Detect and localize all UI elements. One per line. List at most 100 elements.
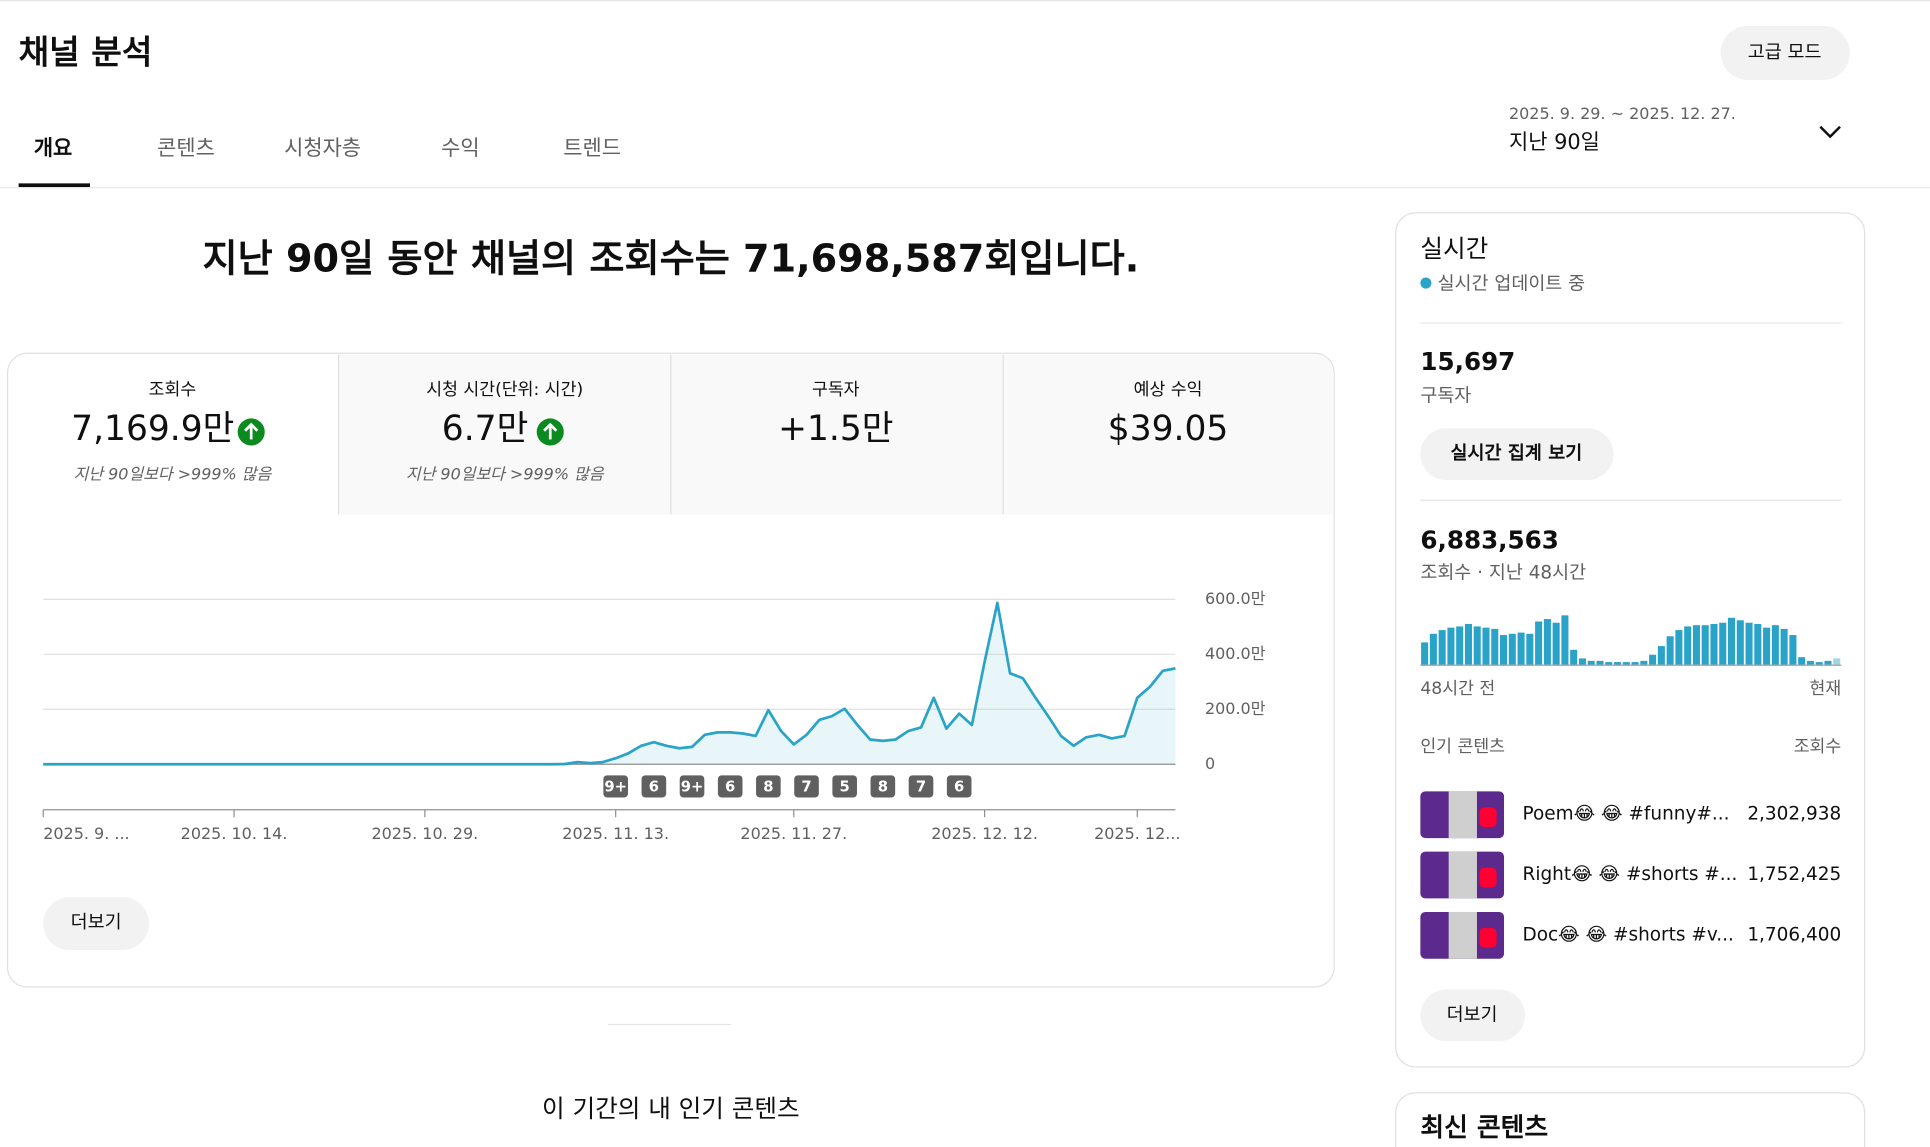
bar <box>1806 660 1814 665</box>
period-dropdown[interactable] <box>1819 125 1841 139</box>
bar <box>1456 626 1464 665</box>
metric-tiles-bg <box>338 354 1333 515</box>
x-tick-label: 2025. 10. 14. <box>181 824 288 843</box>
bar <box>1421 642 1429 665</box>
content-title: Right😂 😂 #shorts #... <box>1523 864 1738 885</box>
video-marker-label: 5 <box>840 779 850 796</box>
bar <box>1464 623 1472 665</box>
date-range: 2025. 9. 29. ~ 2025. 12. 27. <box>1509 104 1736 123</box>
video-marker <box>717 775 743 798</box>
bar <box>1500 635 1508 665</box>
tab[interactable]: 시청자층 <box>284 136 361 160</box>
metric-note: 지난 90일보다 >999% 많음 <box>74 465 273 484</box>
realtime-views-label: 조회수 · 지난 48시간 <box>1420 563 1586 584</box>
realtime-status: 실시간 업데이트 중 <box>1438 273 1586 294</box>
x-tick-label: 현재 <box>1810 679 1842 699</box>
thumbnail-frame <box>1448 851 1477 899</box>
bar <box>1710 623 1718 665</box>
metric-value: $39.05 <box>1108 409 1229 449</box>
bar <box>1543 619 1551 665</box>
bar <box>1552 622 1560 665</box>
video-marker <box>641 775 667 798</box>
views-chart: 0 200.0만 400.0만 600.0만 2025. 9. ... 2025. 10.… <box>42 589 1266 843</box>
content-title: Poem😂 😂 #funny#... <box>1523 804 1730 825</box>
video-marker <box>756 775 781 798</box>
video-marker-label: 9+ <box>681 779 704 796</box>
bar <box>1684 626 1692 665</box>
video-marker <box>908 775 934 798</box>
top-content-heading: 이 기간의 내 인기 콘텐츠 <box>542 1094 800 1123</box>
bar <box>1719 622 1727 665</box>
bar <box>1631 662 1639 665</box>
metric-label: 예상 수익 <box>1134 380 1203 400</box>
realtime-chart: 48시간 전 현재 <box>1420 615 1841 699</box>
bar <box>1824 660 1832 665</box>
tab[interactable]: 수익 <box>441 136 479 160</box>
latest-card <box>1395 1092 1866 1147</box>
headline: 지난 90일 동안 채널의 조회수는 71,698,587회입니다. <box>203 236 1140 280</box>
tab[interactable]: 트렌드 <box>563 136 621 160</box>
x-tick-label: 2025. 11. 13. <box>562 824 669 843</box>
bar <box>1447 627 1455 665</box>
bar <box>1578 658 1586 665</box>
bar <box>1701 625 1709 665</box>
x-tick-label: 2025. 9. ... <box>43 824 129 843</box>
realtime-button[interactable] <box>1420 428 1614 480</box>
advanced-mode-label: 고급 모드 <box>1748 42 1822 63</box>
y-tick-label: 400.0만 <box>1205 644 1266 663</box>
video-marker-label: 6 <box>725 779 735 796</box>
bar <box>1798 657 1806 665</box>
x-tick-label: 2025. 12... <box>1094 824 1180 843</box>
more-button[interactable] <box>43 897 150 951</box>
top-content-list: Poem😂 😂 #funny#... 2,302,938 Right😂 😂 #sho… <box>1420 791 1841 959</box>
bar <box>1622 662 1630 665</box>
x-tick-label: 2025. 10. 29. <box>371 824 478 843</box>
video-marker <box>679 775 705 798</box>
bar <box>1745 622 1753 665</box>
trend-up-arrow <box>244 422 259 440</box>
video-marker-label: 9+ <box>604 779 627 796</box>
realtime-button-label: 실시간 집계 보기 <box>1451 443 1583 464</box>
content-title: Doc😂 😂 #shorts #v... <box>1523 924 1734 945</box>
bar <box>1491 628 1499 665</box>
bar <box>1727 617 1736 665</box>
x-tick-label: 2025. 11. 27. <box>740 824 847 843</box>
tab-underline <box>18 183 90 188</box>
video-marker-label: 8 <box>878 779 888 796</box>
video-marker <box>794 775 819 798</box>
bar <box>1780 628 1788 665</box>
bar <box>1771 625 1779 665</box>
thumbnail-frame <box>1448 791 1477 839</box>
views-header: 조회수 <box>1794 737 1842 757</box>
tab[interactable]: 콘텐츠 <box>157 136 215 160</box>
bar <box>1692 625 1700 665</box>
realtime-more-label: 더보기 <box>1447 1004 1498 1025</box>
bar <box>1429 633 1437 665</box>
page-title: 채널 분석 <box>19 33 153 72</box>
video-marker-label: 7 <box>916 779 926 796</box>
advanced-mode-button[interactable] <box>1720 25 1850 80</box>
y-tick-label: 0 <box>1205 754 1215 773</box>
bar <box>1675 630 1683 665</box>
bar <box>1596 660 1604 665</box>
bar <box>1833 658 1841 665</box>
bar <box>1605 662 1613 665</box>
realtime-more-button[interactable] <box>1420 989 1525 1042</box>
content-views: 1,706,400 <box>1747 924 1841 945</box>
bar <box>1736 620 1744 665</box>
video-marker-label: 7 <box>801 779 811 796</box>
period[interactable]: 지난 90일 <box>1509 130 1600 154</box>
x-tick-label: 48시간 전 <box>1420 679 1495 699</box>
tab[interactable]: 개요 <box>34 136 72 160</box>
y-tick-label: 600.0만 <box>1205 589 1266 608</box>
content-views: 2,302,938 <box>1747 804 1841 825</box>
bar <box>1508 633 1516 665</box>
video-marker-label: 8 <box>763 779 773 796</box>
bar <box>1763 627 1771 665</box>
metric-value: 7,169.9만 <box>71 409 234 449</box>
bar <box>1570 649 1578 665</box>
bar <box>1517 632 1525 665</box>
bar <box>1438 630 1446 665</box>
metric-note: 지난 90일보다 >999% 많음 <box>406 465 605 484</box>
